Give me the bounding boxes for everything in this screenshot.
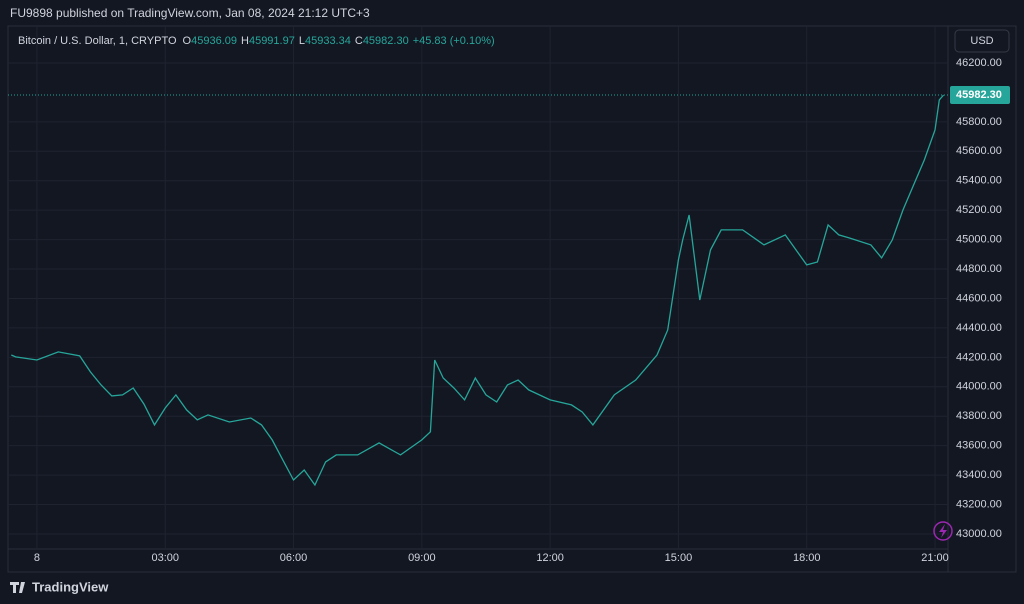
alert-icon[interactable] bbox=[933, 521, 953, 541]
y-tick-label: 43200.00 bbox=[956, 498, 1002, 510]
y-tick-label: 44600.00 bbox=[956, 292, 1002, 304]
y-tick-label: 45600.00 bbox=[956, 145, 1002, 157]
chart-panel bbox=[7, 25, 1017, 573]
x-tick-label: 03:00 bbox=[151, 552, 179, 564]
legend-change: +45.83 (+0.10%) bbox=[413, 35, 495, 47]
legend-high: 45991.97 bbox=[249, 35, 295, 47]
last-price-label: 45982.30 bbox=[956, 89, 1002, 101]
y-tick-label: 45000.00 bbox=[956, 234, 1002, 246]
x-tick-label: 15:00 bbox=[665, 552, 693, 564]
x-tick-label: 09:00 bbox=[408, 552, 436, 564]
legend-close-label: C bbox=[355, 35, 363, 47]
y-tick-label: 45400.00 bbox=[956, 175, 1002, 187]
x-tick-label: 8 bbox=[34, 552, 40, 564]
legend-high-label: H bbox=[241, 35, 249, 47]
brand-name: TradingView bbox=[32, 579, 109, 594]
brand-logo bbox=[10, 582, 25, 593]
y-tick-label: 43400.00 bbox=[956, 469, 1002, 481]
y-tick-label: 43800.00 bbox=[956, 410, 1002, 422]
plot bbox=[8, 94, 948, 487]
y-tick-label: 43600.00 bbox=[956, 440, 1002, 452]
x-tick-label: 12:00 bbox=[536, 552, 564, 564]
y-tick-label: 44200.00 bbox=[956, 351, 1002, 363]
legend-low: 45933.34 bbox=[305, 35, 351, 47]
legend-close: 45982.30 bbox=[363, 35, 409, 47]
legend-open-label: O bbox=[183, 35, 192, 47]
published-note: FU9898 published on TradingView.com, Jan… bbox=[10, 6, 370, 20]
y-tick-label: 45200.00 bbox=[956, 204, 1002, 216]
x-tick-label: 21:00 bbox=[921, 552, 949, 564]
y-tick-label: 44000.00 bbox=[956, 381, 1002, 393]
y-tick-label: 44800.00 bbox=[956, 263, 1002, 275]
legend-open: 45936.09 bbox=[191, 35, 237, 47]
last-price-tag bbox=[950, 86, 1010, 105]
y-tick-label: 46200.00 bbox=[956, 57, 1002, 69]
grid bbox=[8, 26, 948, 549]
alert-bolt bbox=[939, 524, 947, 538]
legend: Bitcoin / U.S. Dollar, 1, CRYPTO O 45936.0… bbox=[18, 35, 495, 47]
price-line bbox=[11, 94, 945, 487]
y-tick-label: 45800.00 bbox=[956, 116, 1002, 128]
y-tick-label: 43000.00 bbox=[956, 528, 1002, 540]
currency-label[interactable]: USD bbox=[970, 35, 993, 47]
x-tick-label: 06:00 bbox=[280, 552, 308, 564]
currency-button[interactable] bbox=[954, 29, 1010, 53]
x-tick-label: 18:00 bbox=[793, 552, 821, 564]
legend-low-label: L bbox=[299, 35, 305, 47]
y-tick-label: 44400.00 bbox=[956, 322, 1002, 334]
legend-symbol: Bitcoin / U.S. Dollar, 1, CRYPTO bbox=[18, 35, 177, 47]
